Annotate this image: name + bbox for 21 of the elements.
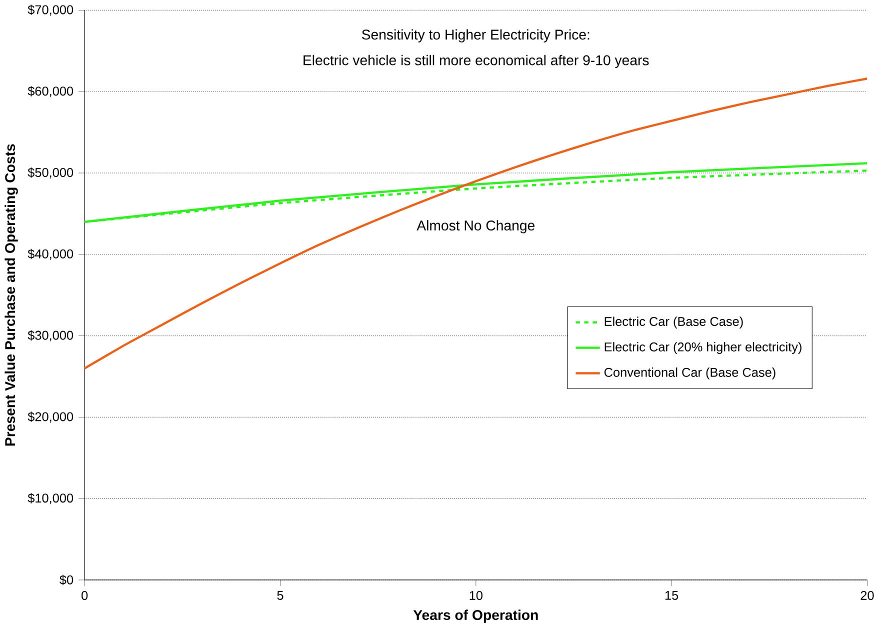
y-axis-title: Present Value Purchase and Operating Costs — [4, 144, 18, 446]
legend-label: Electric Car (Base Case) — [604, 316, 743, 329]
annotation: Almost No Change — [416, 220, 534, 234]
x-tick-label: 20 — [860, 591, 874, 600]
y-tick-label: $20,000 — [28, 412, 74, 423]
y-tick-label: $10,000 — [28, 493, 74, 504]
annotation: Electric vehicle is still more economical after 9-10 years — [304, 55, 649, 68]
legend-label: Electric Car (20% higher electricity) — [604, 342, 802, 354]
x-tick-label: 15 — [665, 591, 678, 600]
y-tick-label: $60,000 — [28, 86, 74, 98]
x-axis-title: Years of Operation — [413, 610, 538, 624]
y-tick-label: $0 — [60, 575, 74, 586]
annotation: Sensitivity to Higher Electricity Price: — [362, 29, 590, 43]
x-tick-label: 10 — [470, 591, 482, 600]
y-tick-label: $50,000 — [28, 168, 74, 179]
y-tick-label: $70,000 — [28, 4, 74, 16]
x-tick-label: 5 — [277, 591, 284, 600]
legend-label: Conventional Car (Base Case) — [604, 368, 776, 380]
y-tick-label: $30,000 — [28, 330, 74, 342]
y-tick-label: $40,000 — [28, 249, 74, 260]
x-tick-label: 0 — [82, 591, 88, 600]
